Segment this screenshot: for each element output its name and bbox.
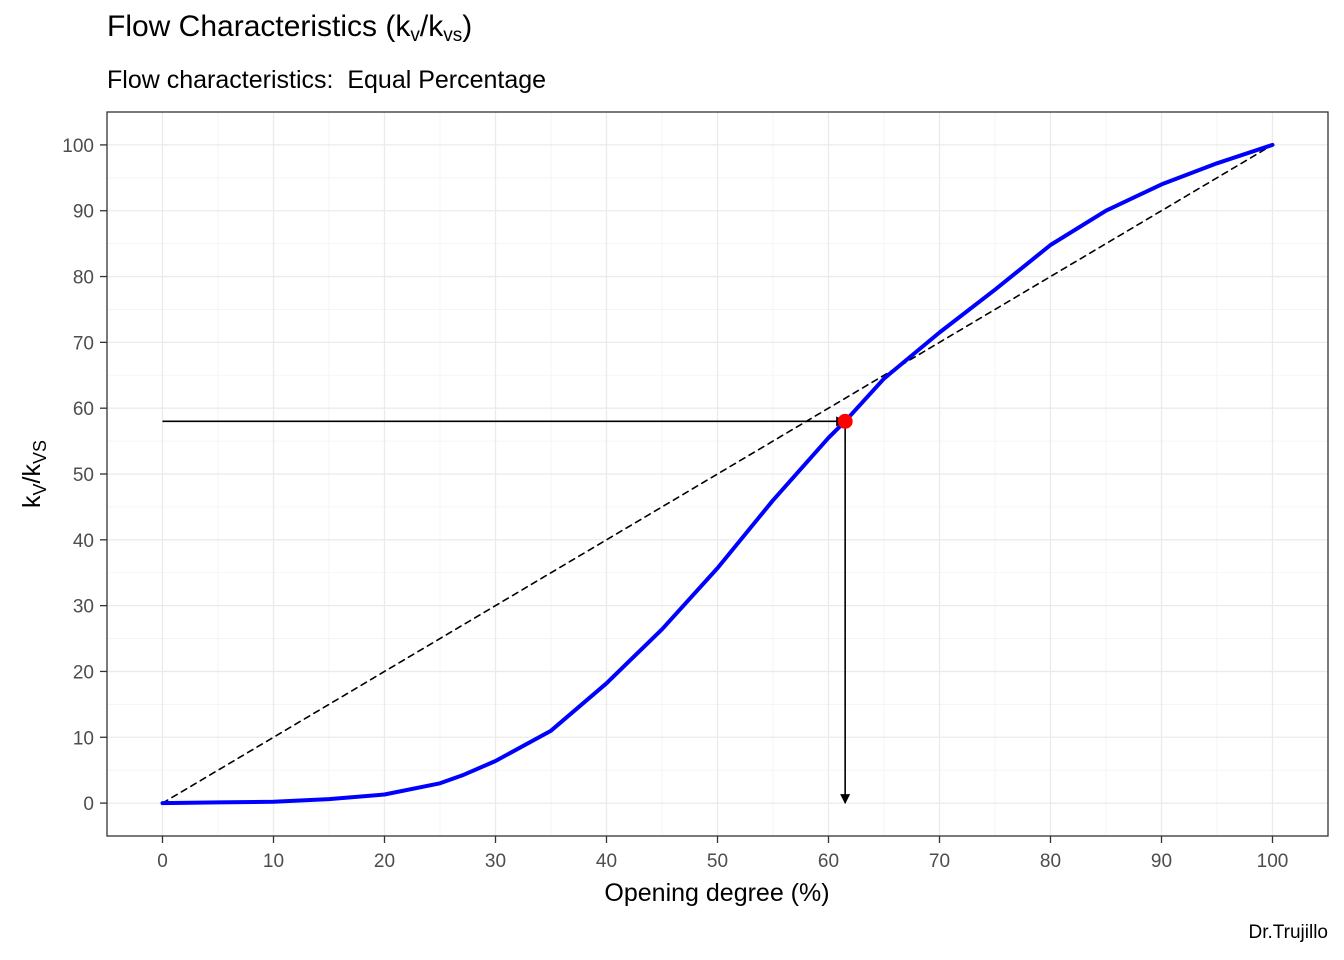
y-tick-label: 40: [73, 531, 94, 552]
linear-reference-line: [161, 144, 1274, 804]
x-tick-label: 100: [1257, 851, 1289, 872]
x-tick-label: 60: [818, 851, 839, 872]
arrow-layer: [162, 416, 851, 805]
y-tick-label: 70: [73, 333, 94, 354]
x-tick-label: 70: [929, 851, 950, 872]
x-tick-label: 20: [374, 851, 395, 872]
y-tick-label: 80: [73, 268, 94, 289]
y-tick-label: 60: [73, 399, 94, 420]
point-layer: [837, 413, 853, 429]
x-tick-label: 30: [485, 851, 506, 872]
y-tick-label: 90: [73, 202, 94, 223]
series-layer: [160, 142, 1275, 806]
chart-subtitle: Flow characteristics: Equal Percentage: [107, 66, 547, 94]
y-tick-label: 20: [73, 662, 94, 683]
x-tick-label: 10: [263, 851, 284, 872]
y-tick-label: 0: [83, 794, 94, 815]
x-tick-label: 40: [596, 851, 617, 872]
chart-title: Flow Characteristics (kv/kvs): [107, 10, 473, 46]
operating-point: [837, 413, 853, 429]
x-tick-label: 50: [707, 851, 728, 872]
x-tick-label: 80: [1040, 851, 1061, 872]
x-axis: 0 10 20 30 40 50 60 70 80 90 100: [157, 836, 1288, 872]
y-tick-label: 10: [73, 728, 94, 749]
grid-major: [107, 112, 1328, 836]
x-tick-label: 90: [1151, 851, 1172, 872]
y-tick-label: 100: [62, 136, 94, 157]
chart-caption: Dr.Trujillo: [1248, 922, 1328, 943]
equal-percentage-curve: [160, 142, 1275, 806]
x-axis-title: Opening degree (%): [604, 879, 829, 907]
y-axis-title: kV/kVS: [18, 440, 50, 508]
x-tick-label: 0: [157, 851, 168, 872]
y-tick-label: 50: [73, 465, 94, 486]
y-tick-label: 30: [73, 597, 94, 618]
y-axis: 0 10 20 30 40 50 60 70 80 90 100: [62, 136, 107, 815]
